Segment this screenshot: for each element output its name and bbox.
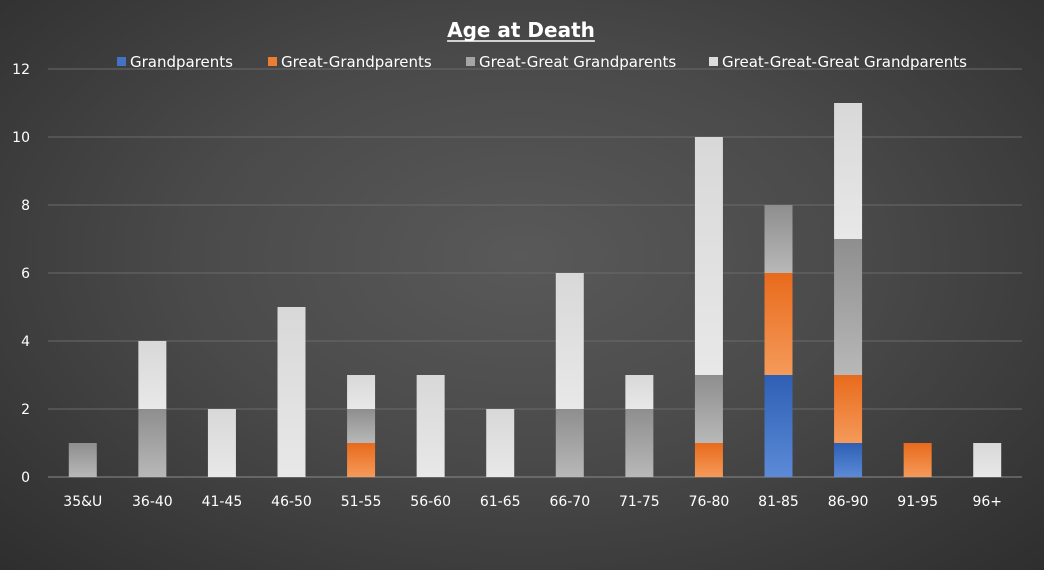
x-tick-label: 66-70: [549, 494, 590, 510]
legend-item: Great-Grandparents: [268, 53, 432, 71]
chart-title: Age at Death: [447, 18, 595, 42]
bar-segment: [764, 273, 793, 375]
bar-segment: [347, 409, 376, 443]
x-tick-label: 96+: [972, 494, 1002, 510]
bar-segment: [347, 443, 376, 477]
x-tick-label: 56-60: [410, 494, 451, 510]
legend-label: Great-Great-Great Grandparents: [722, 53, 967, 71]
x-tick-label: 81-85: [758, 494, 799, 510]
y-tick-label: 6: [21, 266, 30, 282]
bar-segment: [834, 239, 863, 375]
gridlines: [48, 68, 1022, 478]
bar-segment: [625, 375, 654, 409]
bar-segment: [68, 443, 97, 477]
bars: [68, 103, 1002, 477]
legend-swatch: [268, 57, 277, 66]
bar-segment: [555, 273, 584, 409]
legend-label: Grandparents: [130, 53, 233, 71]
x-tick-label: 35&U: [63, 494, 102, 510]
bar-segment: [764, 205, 793, 273]
bar-segment: [138, 341, 167, 409]
x-tick-label: 86-90: [828, 494, 869, 510]
bar-segment: [347, 375, 376, 409]
y-tick-label: 8: [21, 198, 30, 214]
x-tick-label: 36-40: [132, 494, 173, 510]
y-axis-ticks: 0 2 4 6 8 10 12: [12, 62, 30, 486]
bar-segment: [834, 103, 863, 239]
bar-segment: [903, 443, 932, 477]
bar-segment: [555, 409, 584, 477]
x-tick-label: 46-50: [271, 494, 312, 510]
x-tick-label: 51-55: [341, 494, 382, 510]
legend-item: Grandparents: [117, 53, 233, 71]
x-axis-ticks: 35&U 36-40 41-45 46-50 51-55 56-60 61-65 66-70 7…: [63, 494, 1002, 510]
legend: Grandparents Great-Grandparents Great-Grea…: [117, 53, 967, 71]
legend-swatch: [709, 57, 718, 66]
x-tick-label: 91-95: [897, 494, 938, 510]
legend-item: Great-Great Grandparents: [466, 53, 676, 71]
bar-segment: [277, 307, 306, 477]
y-tick-label: 12: [12, 62, 30, 78]
bar-segment: [416, 375, 445, 477]
bar-segment: [973, 443, 1002, 477]
bar-segment: [834, 443, 863, 477]
legend-swatch: [466, 57, 475, 66]
x-tick-label: 76-80: [689, 494, 730, 510]
bar-segment: [625, 409, 654, 477]
bar-segment: [764, 375, 793, 477]
x-tick-label: 61-65: [480, 494, 521, 510]
bar-segment: [694, 137, 723, 375]
y-tick-label: 10: [12, 130, 30, 146]
bar-segment: [207, 409, 236, 477]
x-tick-label: 41-45: [202, 494, 243, 510]
bar-segment: [694, 443, 723, 477]
legend-item: Great-Great-Great Grandparents: [709, 53, 967, 71]
bar-segment: [834, 375, 863, 443]
y-tick-label: 4: [21, 334, 30, 350]
y-tick-label: 0: [21, 470, 30, 486]
bar-segment: [486, 409, 515, 477]
legend-swatch: [117, 57, 126, 66]
legend-label: Great-Grandparents: [281, 53, 432, 71]
x-tick-label: 71-75: [619, 494, 660, 510]
bar-segment: [694, 375, 723, 443]
y-tick-label: 2: [21, 402, 30, 418]
bar-segment: [138, 409, 167, 477]
legend-label: Great-Great Grandparents: [479, 53, 676, 71]
